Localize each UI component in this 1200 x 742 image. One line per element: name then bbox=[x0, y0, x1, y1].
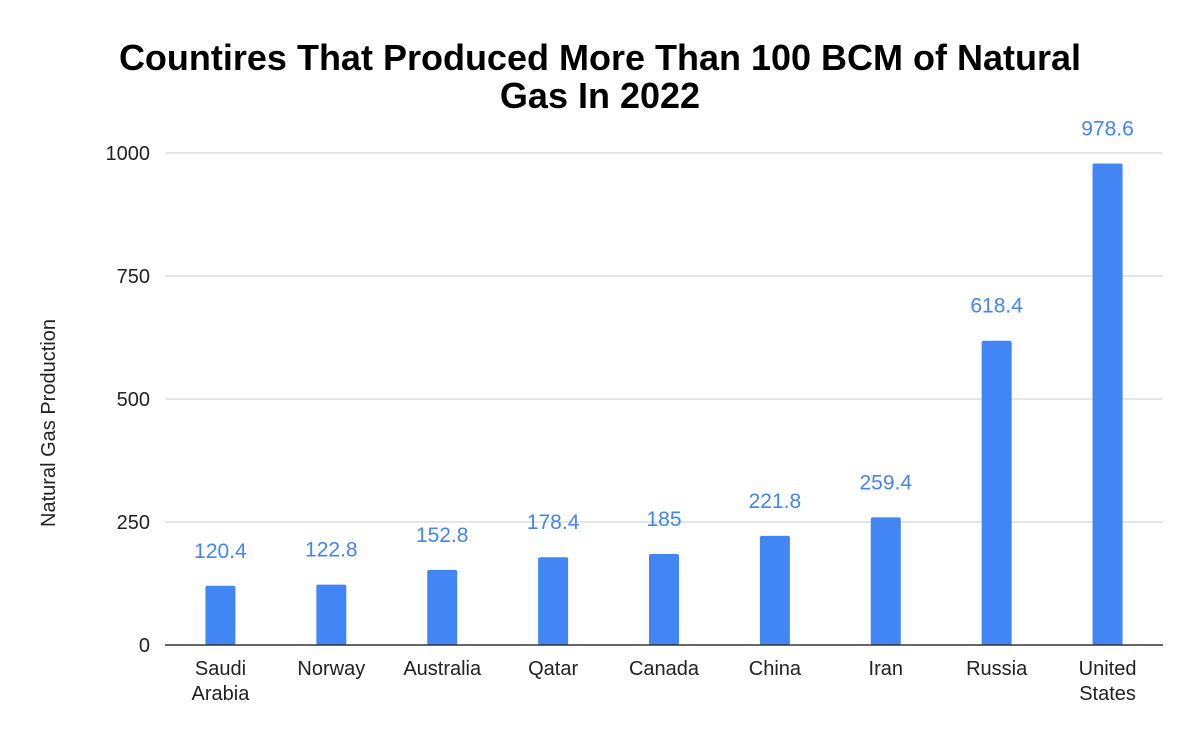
x-tick-label-line: Arabia bbox=[192, 683, 251, 705]
x-tick-label: Canada bbox=[629, 658, 700, 680]
y-tick-label: 0 bbox=[139, 635, 150, 657]
x-tick-label: Norway bbox=[297, 658, 365, 680]
bar bbox=[981, 340, 1012, 645]
x-tick-label-line: Norway bbox=[297, 658, 365, 680]
x-tick-label-line: Saudi bbox=[195, 658, 246, 680]
data-label: 978.6 bbox=[1081, 118, 1134, 141]
x-tick-label-line: Australia bbox=[403, 658, 482, 680]
data-label: 120.4 bbox=[194, 540, 247, 563]
bar bbox=[316, 584, 347, 645]
x-tick-label: Saudi Arabia bbox=[192, 658, 251, 705]
data-label: 122.8 bbox=[305, 539, 358, 562]
bar bbox=[427, 569, 458, 645]
bar bbox=[649, 553, 679, 645]
x-tick-label-line: Iran bbox=[869, 658, 903, 680]
y-axis-title: Natural Gas Production bbox=[38, 319, 60, 527]
chart-title: Countires That Produced More Than 100 BC… bbox=[119, 37, 1081, 116]
x-tick-label: United States bbox=[1079, 658, 1137, 705]
x-tick-label: Iran bbox=[869, 658, 903, 680]
y-tick-label: 1000 bbox=[106, 143, 151, 165]
x-tick-label: Qatar bbox=[528, 658, 578, 680]
bar bbox=[538, 557, 569, 645]
bar bbox=[870, 517, 901, 645]
x-tick-label-line: China bbox=[749, 658, 802, 680]
bars bbox=[205, 163, 1123, 645]
x-tick-label: Russia bbox=[966, 658, 1028, 680]
chart-title-line: Gas In 2022 bbox=[500, 75, 700, 116]
x-tick-label: Australia bbox=[403, 658, 482, 680]
data-label: 185 bbox=[646, 508, 681, 531]
x-axis-ticks: Saudi Arabia Norway Australia Qatar Canada Chi… bbox=[192, 658, 1137, 705]
data-labels: 120.4 122.8 152.8 178.4 185 221.8 259.4 618.4 97… bbox=[194, 118, 1134, 563]
bar bbox=[759, 535, 790, 645]
y-tick-label: 250 bbox=[117, 512, 150, 534]
x-tick-label-line: Qatar bbox=[528, 658, 578, 680]
data-label: 618.4 bbox=[970, 295, 1023, 318]
data-label: 152.8 bbox=[416, 524, 469, 547]
y-axis-ticks: 0 250 500 750 1000 bbox=[106, 143, 151, 657]
y-tick-label: 500 bbox=[117, 389, 150, 411]
chart-title-line: Countires That Produced More Than 100 BC… bbox=[119, 37, 1081, 78]
bar bbox=[205, 585, 236, 645]
data-label: 221.8 bbox=[749, 490, 802, 513]
data-label: 178.4 bbox=[527, 511, 580, 534]
bar bbox=[1092, 163, 1123, 645]
gridlines bbox=[165, 152, 1163, 523]
x-tick-label-line: United bbox=[1079, 658, 1137, 680]
data-label: 259.4 bbox=[859, 471, 912, 494]
x-tick-label-line: Canada bbox=[629, 658, 700, 680]
x-tick-label: China bbox=[749, 658, 802, 680]
y-tick-label: 750 bbox=[117, 266, 150, 288]
x-tick-label-line: States bbox=[1079, 683, 1136, 705]
x-tick-label-line: Russia bbox=[966, 658, 1028, 680]
